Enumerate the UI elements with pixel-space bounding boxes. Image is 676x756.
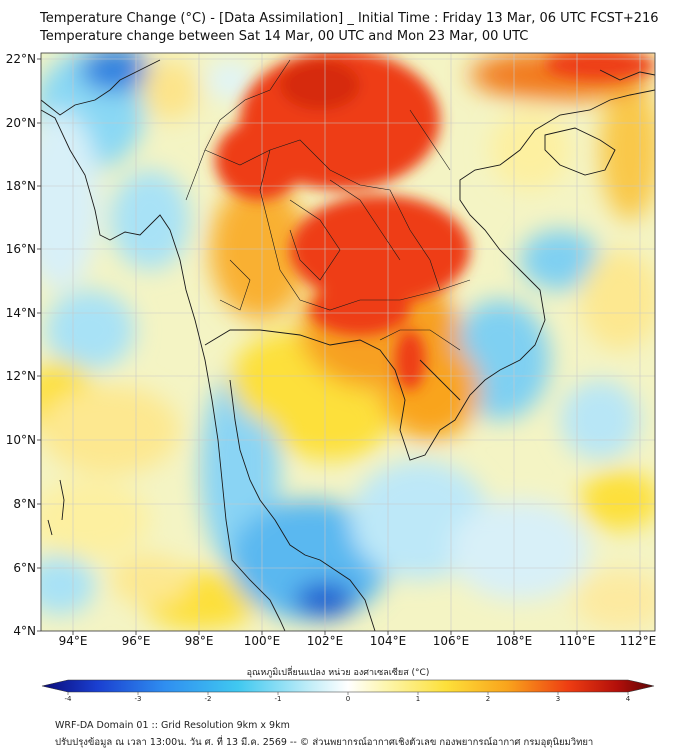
colorbar-tick: 0 (346, 695, 350, 703)
chart-subtitle: Temperature change between Sat 14 Mar, 0… (40, 29, 529, 44)
footer-credit: ปรับปรุงข้อมูล ณ เวลา 13:00น. วัน ศ. ที่… (55, 737, 594, 748)
colorbar-bar (41, 679, 655, 693)
country-borders (185, 59, 471, 351)
lon-label: 108°E (496, 634, 533, 648)
map-frame (40, 52, 656, 632)
colorbar-tick: -4 (65, 695, 73, 703)
lat-label: 20°N (6, 116, 36, 130)
lon-label: 110°E (559, 634, 596, 648)
lat-label: 16°N (6, 242, 36, 256)
lat-label: 14°N (6, 306, 36, 320)
axis-ticks (37, 58, 641, 635)
colorbar-title: อุณหภูมิเปลี่ยนแปลง หน่วย องศาเซลเซียส (… (246, 668, 430, 678)
heat-field (41, 53, 655, 631)
lon-label: 104°E (370, 634, 407, 648)
lat-label: 6°N (13, 561, 36, 575)
graticule (41, 53, 655, 631)
colorbar-tick: 3 (556, 695, 560, 703)
coastlines (41, 59, 655, 631)
lat-label: 18°N (6, 179, 36, 193)
lon-label: 102°E (307, 634, 344, 648)
lon-label: 98°E (185, 634, 214, 648)
colorbar-tick: 2 (486, 695, 490, 703)
lon-label: 96°E (122, 634, 151, 648)
lon-label: 112°E (620, 634, 657, 648)
colorbar-tick: 1 (416, 695, 420, 703)
lat-label: 12°N (6, 369, 36, 383)
colorbar: -4 -3 -2 -1 0 1 2 3 4 (41, 679, 655, 703)
colorbar-tick: -3 (135, 695, 142, 703)
footer-model-info: WRF-DA Domain 01 :: Grid Resolution 9km … (55, 720, 290, 731)
lat-label: 8°N (13, 497, 36, 511)
lat-label: 22°N (6, 52, 36, 66)
lat-label: 4°N (13, 624, 36, 638)
lon-label: 100°E (244, 634, 281, 648)
colorbar-tick: -2 (205, 695, 212, 703)
chart-title: Temperature Change (°C) - [Data Assimila… (40, 11, 659, 26)
lat-label: 10°N (6, 433, 36, 447)
colorbar-tick: 4 (626, 695, 631, 703)
lon-label: 106°E (433, 634, 470, 648)
colorbar-tick: -1 (275, 695, 282, 703)
lon-label: 94°E (59, 634, 88, 648)
